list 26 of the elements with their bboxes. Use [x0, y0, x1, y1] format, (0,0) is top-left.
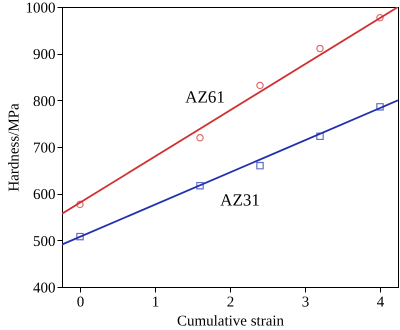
y-tick-label: 500 [33, 234, 56, 250]
point [376, 14, 384, 22]
x-tick-label: 4 [376, 294, 385, 310]
point [76, 232, 84, 240]
y-tick-label: 700 [33, 140, 56, 156]
y-axis-title: Hardness/MPa [6, 103, 22, 192]
x-tick-label: 1 [152, 294, 160, 310]
point [316, 132, 324, 140]
series-label: AZ31 [220, 190, 260, 210]
series-label: AZ61 [185, 88, 225, 107]
y-tick-label: 800 [33, 94, 56, 110]
point [316, 44, 324, 52]
x-axis-title: Cumulative strain [176, 314, 285, 330]
point [196, 134, 204, 142]
x-tick-label: 2 [226, 294, 234, 310]
point [256, 162, 264, 170]
y-tick-label: 600 [33, 187, 56, 204]
x-tick-label: 3 [302, 294, 310, 310]
x-tick-label: 0 [76, 294, 84, 310]
y-tick-label: 400 [33, 280, 56, 296]
point [376, 103, 384, 111]
point [256, 82, 264, 90]
point [196, 182, 204, 190]
y-tick-label: 1000 [26, 0, 56, 16]
y-tick-label: 900 [33, 47, 56, 64]
point [76, 200, 84, 208]
